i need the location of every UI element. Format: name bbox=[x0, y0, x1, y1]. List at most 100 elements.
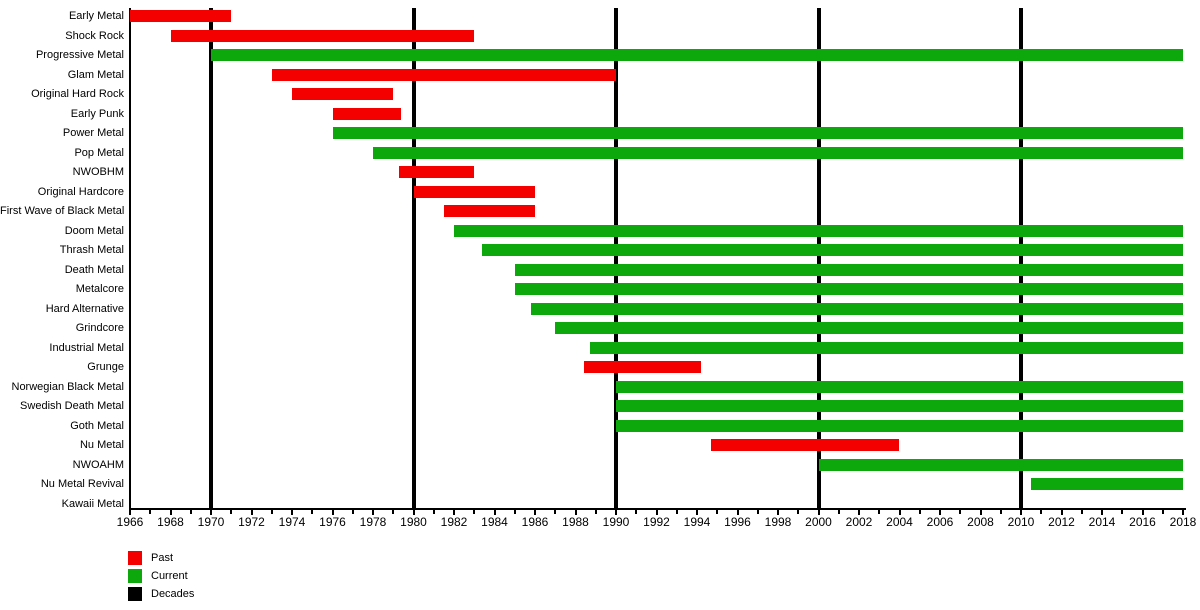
x-axis-label-1996: 1996 bbox=[724, 515, 751, 529]
row-label-early-metal: Early Metal bbox=[68, 10, 124, 22]
row-label-progressive-metal: Progressive Metal bbox=[35, 49, 124, 62]
x-tick-2000 bbox=[817, 510, 820, 515]
x-tick-2001 bbox=[837, 510, 840, 514]
x-tick-2009 bbox=[999, 510, 1002, 514]
decade-line-1990 bbox=[614, 8, 618, 510]
x-axis-label-1986: 1986 bbox=[521, 515, 549, 529]
row-label-grindcore: Grindcore bbox=[75, 322, 124, 335]
x-tick-1993 bbox=[675, 510, 678, 514]
current-color-swatch bbox=[128, 569, 142, 583]
x-tick-1979 bbox=[392, 510, 395, 514]
x-axis-label-1982: 1982 bbox=[440, 515, 468, 529]
x-tick-1996 bbox=[736, 510, 739, 515]
x-tick-1997 bbox=[756, 510, 759, 514]
row-label-kawaii-metal: Kawaii Metal bbox=[61, 498, 124, 510]
x-tick-1988 bbox=[574, 510, 577, 515]
x-axis-line bbox=[129, 508, 1186, 510]
x-tick-1987 bbox=[554, 510, 557, 514]
x-axis-label-2010: 2010 bbox=[1007, 515, 1035, 529]
legend-item-past: Past bbox=[128, 551, 194, 565]
genre-bar-first-wave-of-black-metal bbox=[443, 205, 535, 218]
x-tick-2015 bbox=[1121, 510, 1124, 514]
x-axis-label-2018: 2018 bbox=[1169, 515, 1197, 529]
x-axis-label-1968: 1968 bbox=[157, 515, 184, 529]
genre-bar-death-metal bbox=[514, 263, 1183, 276]
row-label-early-punk: Early Punk bbox=[70, 107, 124, 120]
x-tick-1989 bbox=[594, 510, 597, 514]
genre-bar-shock-rock bbox=[170, 29, 475, 42]
x-tick-2010 bbox=[1020, 510, 1022, 515]
row-label-power-metal: Power Metal bbox=[62, 127, 124, 140]
genre-bar-industrial-metal bbox=[589, 341, 1183, 354]
x-tick-1985 bbox=[513, 510, 516, 514]
x-tick-1998 bbox=[777, 510, 779, 515]
genre-bar-nwobhm bbox=[399, 166, 475, 179]
legend: Past Current Decades bbox=[128, 551, 194, 601]
x-tick-1970 bbox=[210, 510, 212, 515]
x-axis-label-1970: 1970 bbox=[197, 515, 225, 529]
x-axis-label-2016: 2016 bbox=[1129, 515, 1156, 529]
x-axis-label-1990: 1990 bbox=[602, 515, 630, 529]
x-tick-1990 bbox=[615, 510, 617, 515]
legend-label-decades: Decades bbox=[151, 588, 195, 600]
row-label-grunge: Grunge bbox=[87, 361, 124, 374]
decade-line-2000 bbox=[816, 8, 821, 510]
x-tick-1991 bbox=[635, 510, 638, 514]
x-tick-2004 bbox=[898, 510, 901, 515]
row-label-nu-metal-revival: Nu Metal Revival bbox=[40, 478, 124, 491]
legend-label-current: Current bbox=[151, 570, 188, 582]
genre-bar-nu-metal bbox=[711, 439, 900, 452]
x-tick-2016 bbox=[1141, 510, 1144, 515]
x-tick-1994 bbox=[696, 510, 698, 515]
genre-bar-doom-metal bbox=[454, 224, 1183, 237]
x-tick-1984 bbox=[493, 510, 496, 515]
x-tick-2002 bbox=[858, 510, 860, 515]
x-tick-1975 bbox=[311, 510, 314, 514]
x-axis-label-2012: 2012 bbox=[1048, 515, 1075, 529]
x-tick-1969 bbox=[189, 510, 192, 514]
x-tick-1980 bbox=[412, 510, 415, 515]
x-tick-1981 bbox=[432, 510, 435, 514]
genre-bar-original-hard-rock bbox=[292, 88, 394, 101]
x-tick-1974 bbox=[291, 510, 293, 515]
x-tick-2012 bbox=[1060, 510, 1063, 515]
row-label-industrial-metal: Industrial Metal bbox=[49, 341, 124, 354]
row-label-doom-metal: Doom Metal bbox=[64, 224, 124, 237]
row-label-nwoahm: NWOAHM bbox=[72, 458, 124, 471]
row-label-hard-alternative: Hard Alternative bbox=[45, 302, 124, 315]
x-axis-label-1998: 1998 bbox=[764, 515, 792, 529]
x-axis-label-2008: 2008 bbox=[967, 515, 994, 529]
x-axis-label-1988: 1988 bbox=[562, 515, 589, 529]
x-tick-1968 bbox=[169, 510, 172, 515]
genre-bar-goth-metal bbox=[616, 419, 1183, 432]
x-tick-2013 bbox=[1080, 510, 1083, 514]
genre-bar-hard-alternative bbox=[530, 302, 1183, 315]
row-label-metalcore: Metalcore bbox=[75, 283, 124, 296]
x-tick-1967 bbox=[149, 510, 152, 514]
x-tick-1977 bbox=[351, 510, 354, 514]
x-axis-label-1966: 1966 bbox=[116, 515, 144, 529]
row-label-norwegian-black-metal: Norwegian Black Metal bbox=[11, 380, 125, 393]
decade-line-1970 bbox=[209, 8, 213, 510]
genre-bar-original-hardcore bbox=[413, 185, 535, 198]
genre-bar-grindcore bbox=[555, 322, 1183, 335]
row-label-swedish-death-metal: Swedish Death Metal bbox=[20, 400, 124, 413]
decade-line-2010 bbox=[1019, 8, 1023, 510]
past-color-swatch bbox=[128, 551, 142, 565]
x-tick-1976 bbox=[331, 510, 334, 515]
x-tick-2006 bbox=[939, 510, 941, 515]
x-tick-1999 bbox=[797, 510, 800, 514]
x-tick-1972 bbox=[250, 510, 253, 515]
genre-bar-early-metal bbox=[130, 10, 232, 22]
genre-bar-norwegian-black-metal bbox=[616, 380, 1183, 393]
genre-bar-nwoahm bbox=[818, 458, 1183, 471]
x-tick-2017 bbox=[1161, 510, 1164, 514]
x-tick-1971 bbox=[230, 510, 233, 514]
row-label-original-hardcore: Original Hardcore bbox=[37, 185, 124, 198]
row-label-goth-metal: Goth Metal bbox=[70, 419, 124, 432]
x-axis-label-2002: 2002 bbox=[845, 515, 873, 529]
x-axis-label-1976: 1976 bbox=[319, 515, 346, 529]
x-tick-2003 bbox=[878, 510, 881, 514]
row-label-nu-metal: Nu Metal bbox=[79, 439, 124, 452]
